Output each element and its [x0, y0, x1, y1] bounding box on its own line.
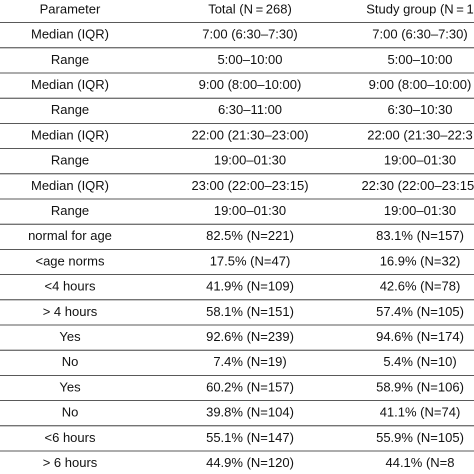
value-cell: 55.9% (N=105): [376, 430, 464, 445]
value-cell: 19:00–01:30: [384, 153, 456, 168]
value-cell: 6:30–10:30: [387, 102, 452, 117]
value-cell: 22:00 (21:30–22:3: [367, 127, 473, 142]
parameter-cell: > 6 hours: [43, 455, 98, 470]
parameter-cell: Range: [51, 52, 89, 67]
parameter-cell: Median (IQR): [31, 77, 109, 92]
value-cell: 5:00–10:00: [387, 52, 452, 67]
value-cell: 16.9% (N=32): [380, 253, 461, 268]
parameter-cell: Median (IQR): [31, 27, 109, 42]
value-cell: 58.9% (N=106): [376, 379, 464, 394]
parameter-cell: <4 hours: [45, 279, 96, 294]
parameter-cell: Range: [51, 203, 89, 218]
value-cell: 22:30 (22:00–23:15): [361, 178, 474, 193]
value-cell: 83.1% (N=157): [376, 228, 464, 243]
value-cell: 60.2% (N=157): [206, 379, 294, 394]
value-cell: 9:00 (8:00–10:00): [199, 77, 302, 92]
parameter-cell: > 4 hours: [43, 304, 98, 319]
value-cell: 94.6% (N=174): [376, 329, 464, 344]
parameter-cell: <6 hours: [45, 430, 96, 445]
value-cell: 92.6% (N=239): [206, 329, 294, 344]
parameter-cell: Yes: [59, 379, 81, 394]
value-cell: 57.4% (N=105): [376, 304, 464, 319]
parameter-cell: normal for age: [28, 228, 112, 243]
value-cell: 55.1% (N=147): [206, 430, 294, 445]
header-cell: Total (N = 268): [208, 1, 292, 16]
value-cell: 82.5% (N=221): [206, 228, 294, 243]
value-cell: 41.9% (N=109): [206, 279, 294, 294]
value-cell: 5:00–10:00: [217, 52, 282, 67]
value-cell: 58.1% (N=151): [206, 304, 294, 319]
value-cell: 42.6% (N=78): [380, 279, 461, 294]
parameter-cell: Range: [51, 102, 89, 117]
parameter-cell: Median (IQR): [31, 178, 109, 193]
parameter-cell: No: [62, 354, 79, 369]
value-cell: 7:00 (6:30–7:30): [372, 27, 467, 42]
parameter-cell: Range: [51, 153, 89, 168]
value-cell: 39.8% (N=104): [206, 405, 294, 420]
header-cell: Study group (N = 1: [366, 1, 473, 16]
value-cell: 7.4% (N=19): [213, 354, 286, 369]
value-cell: 5.4% (N=10): [383, 354, 456, 369]
value-cell: 17.5% (N=47): [210, 253, 291, 268]
value-cell: 6:30–11:00: [218, 102, 282, 117]
parameter-cell: Median (IQR): [31, 127, 109, 142]
parameter-cell: <age norms: [35, 253, 105, 268]
value-cell: 19:00–01:30: [214, 153, 286, 168]
value-cell: 44.1% (N=8: [385, 455, 454, 470]
value-cell: 22:00 (21:30–23:00): [191, 127, 308, 142]
value-cell: 19:00–01:30: [214, 203, 286, 218]
value-cell: 19:00–01:30: [384, 203, 456, 218]
value-cell: 41.1% (N=74): [380, 405, 461, 420]
value-cell: 44.9% (N=120): [206, 455, 294, 470]
value-cell: 7:00 (6:30–7:30): [202, 27, 297, 42]
header-cell: Parameter: [40, 1, 101, 16]
value-cell: 23:00 (22:00–23:15): [191, 178, 308, 193]
value-cell: 9:00 (8:00–10:00): [369, 77, 472, 92]
parameter-cell: Yes: [59, 329, 81, 344]
parameter-cell: No: [62, 405, 79, 420]
